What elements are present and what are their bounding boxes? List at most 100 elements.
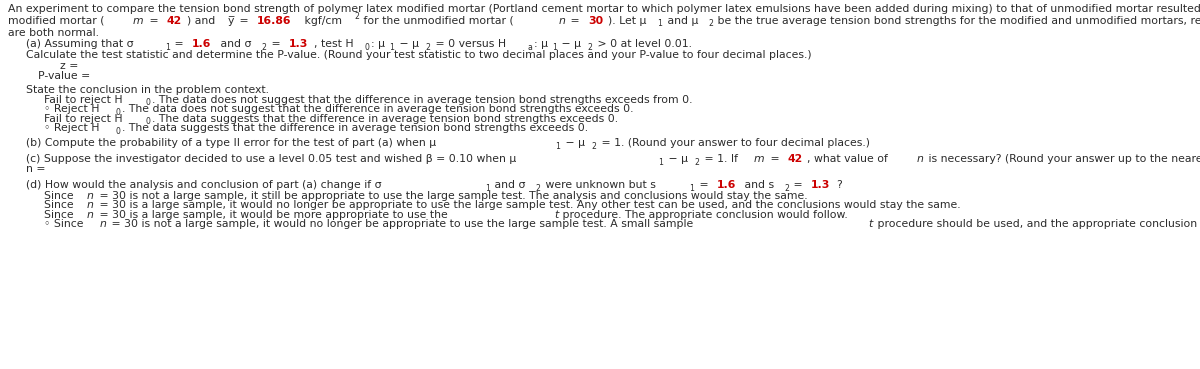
- Text: m: m: [754, 154, 764, 164]
- Text: ◦ Reject H: ◦ Reject H: [44, 123, 100, 133]
- Text: (c) Suppose the investigator decided to use a level 0.05 test and wished β = 0.1: (c) Suppose the investigator decided to …: [26, 154, 516, 164]
- Text: m: m: [132, 16, 143, 26]
- Text: y̅: y̅: [228, 16, 234, 26]
- Text: ?: ?: [836, 180, 842, 190]
- Text: n: n: [917, 154, 923, 164]
- Text: 0: 0: [115, 127, 120, 136]
- Text: − μ: − μ: [665, 154, 688, 164]
- Text: 2: 2: [784, 184, 788, 193]
- Text: ◦ Since: ◦ Since: [44, 219, 88, 229]
- Text: 1.6: 1.6: [716, 180, 736, 190]
- Text: and s: and s: [742, 180, 774, 190]
- Text: 16.86: 16.86: [257, 16, 292, 26]
- Text: : μ: : μ: [371, 39, 385, 49]
- Text: (a) Assuming that σ: (a) Assuming that σ: [26, 39, 133, 49]
- Text: modified mortar (: modified mortar (: [8, 16, 104, 26]
- Text: n: n: [100, 219, 107, 229]
- Text: = 30 is not a large sample, it still be appropriate to use the large sample test: = 30 is not a large sample, it still be …: [96, 190, 808, 200]
- Text: Calculate the test statistic and determine the P-value. (Round your test statist: Calculate the test statistic and determi…: [26, 50, 811, 60]
- Text: , test H: , test H: [313, 39, 353, 49]
- Text: procedure. The appropriate conclusion would follow.: procedure. The appropriate conclusion wo…: [559, 210, 848, 220]
- Text: 1.3: 1.3: [811, 180, 830, 190]
- Text: 1: 1: [552, 43, 557, 52]
- Text: Fail to reject H: Fail to reject H: [44, 94, 122, 104]
- Text: (b) Compute the probability of a type II error for the test of part (a) when μ: (b) Compute the probability of a type II…: [26, 138, 436, 148]
- Text: (d) How would the analysis and conclusion of part (a) change if σ: (d) How would the analysis and conclusio…: [26, 180, 382, 190]
- Text: 1: 1: [658, 20, 662, 28]
- Text: kgf/cm: kgf/cm: [301, 16, 342, 26]
- Text: 2: 2: [592, 142, 596, 151]
- Text: . The data does not suggest that the difference in average tension bond strength: . The data does not suggest that the dif…: [122, 104, 634, 114]
- Text: =: =: [696, 180, 712, 190]
- Text: and μ: and μ: [664, 16, 698, 26]
- Text: = 1. (Round your answer to four decimal places.): = 1. (Round your answer to four decimal …: [598, 138, 870, 148]
- Text: 0: 0: [115, 108, 120, 117]
- Text: 1: 1: [389, 43, 395, 52]
- Text: 2: 2: [262, 43, 266, 52]
- Text: 0: 0: [145, 117, 150, 126]
- Text: 1: 1: [485, 184, 490, 193]
- Text: Since: Since: [44, 210, 77, 220]
- Text: 1.3: 1.3: [289, 39, 308, 49]
- Text: and σ: and σ: [491, 180, 526, 190]
- Text: 1: 1: [556, 142, 560, 151]
- Text: a: a: [527, 43, 532, 52]
- Text: ◦ Reject H: ◦ Reject H: [44, 104, 100, 114]
- Text: =: =: [268, 39, 284, 49]
- Text: − μ: − μ: [396, 39, 419, 49]
- Text: =: =: [146, 16, 162, 26]
- Text: . The data suggests that the difference in average tension bond strengths exceed: . The data suggests that the difference …: [122, 123, 588, 133]
- Text: n: n: [86, 210, 94, 220]
- Text: − μ: − μ: [562, 138, 584, 148]
- Text: 1: 1: [659, 158, 664, 167]
- Text: , what value of: , what value of: [808, 154, 892, 164]
- Text: 1: 1: [164, 43, 170, 52]
- Text: n: n: [86, 190, 94, 200]
- Text: An experiment to compare the tension bond strength of polymer latex modified mor: An experiment to compare the tension bon…: [8, 4, 1200, 14]
- Text: and σ: and σ: [217, 39, 252, 49]
- Text: − μ: − μ: [558, 39, 581, 49]
- Text: is necessary? (Round your answer up to the nearest whole number.): is necessary? (Round your answer up to t…: [925, 154, 1200, 164]
- Text: 42: 42: [167, 16, 182, 26]
- Text: 42: 42: [787, 154, 803, 164]
- Text: n =: n =: [26, 164, 46, 174]
- Text: procedure should be used, and the appropriate conclusion would follow.: procedure should be used, and the approp…: [874, 219, 1200, 229]
- Text: = 30 is a large sample, it would no longer be appropriate to use the large sampl: = 30 is a large sample, it would no long…: [96, 200, 960, 210]
- Text: 1.6: 1.6: [192, 39, 211, 49]
- Text: = 30 is a large sample, it would be more appropriate to use the: = 30 is a large sample, it would be more…: [96, 210, 451, 220]
- Text: z =: z =: [60, 61, 78, 70]
- Text: for the unmodified mortar (: for the unmodified mortar (: [360, 16, 514, 26]
- Text: Fail to reject H: Fail to reject H: [44, 114, 122, 124]
- Text: =: =: [568, 16, 583, 26]
- Text: n: n: [558, 16, 565, 26]
- Text: State the conclusion in the problem context.: State the conclusion in the problem cont…: [26, 85, 269, 95]
- Text: P-value =: P-value =: [38, 70, 90, 80]
- Text: 2: 2: [695, 158, 700, 167]
- Text: t: t: [868, 219, 872, 229]
- Text: 2: 2: [354, 13, 359, 21]
- Text: =: =: [172, 39, 187, 49]
- Text: = 30 is not a large sample, it would no longer be appropriate to use the large s: = 30 is not a large sample, it would no …: [108, 219, 697, 229]
- Text: are both normal.: are both normal.: [8, 28, 98, 38]
- Text: 0: 0: [145, 98, 150, 107]
- Text: =: =: [767, 154, 784, 164]
- Text: > 0 at level 0.01.: > 0 at level 0.01.: [594, 39, 692, 49]
- Text: : μ: : μ: [534, 39, 547, 49]
- Text: 2: 2: [588, 43, 593, 52]
- Text: Since: Since: [44, 190, 77, 200]
- Text: = 1. If: = 1. If: [701, 154, 742, 164]
- Text: 2: 2: [425, 43, 431, 52]
- Text: . The data does not suggest that the difference in average tension bond strength: . The data does not suggest that the dif…: [151, 94, 692, 104]
- Text: ). Let μ: ). Let μ: [607, 16, 646, 26]
- Text: =: =: [791, 180, 806, 190]
- Text: 2: 2: [536, 184, 541, 193]
- Text: . The data suggests that the difference in average tension bond strengths exceed: . The data suggests that the difference …: [151, 114, 618, 124]
- Text: were unknown but s: were unknown but s: [542, 180, 656, 190]
- Text: ) and: ) and: [186, 16, 218, 26]
- Text: n: n: [86, 200, 94, 210]
- Text: be the true average tension bond strengths for the modified and unmodified morta: be the true average tension bond strengt…: [714, 16, 1200, 26]
- Text: = 0 versus H: = 0 versus H: [432, 39, 505, 49]
- Text: 1: 1: [689, 184, 694, 193]
- Text: 2: 2: [708, 20, 713, 28]
- Text: =: =: [235, 16, 252, 26]
